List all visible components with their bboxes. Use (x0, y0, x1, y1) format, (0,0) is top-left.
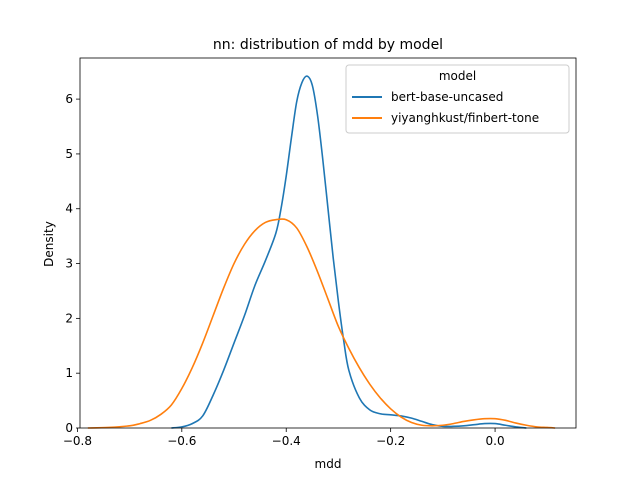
series-line-1 (87, 218, 556, 429)
y-axis-ticks: 0 1 2 3 4 5 6 (65, 92, 80, 435)
x-axis-label: mdd (315, 457, 342, 471)
legend-label-finbert: yiyanghkust/finbert-tone (391, 111, 539, 125)
y-tick-label: 6 (65, 92, 73, 106)
legend: model bert-base-uncased yiyanghkust/finb… (345, 64, 570, 134)
x-tick-label: −0.6 (167, 434, 196, 448)
x-axis-ticks: −0.8 −0.6 −0.4 −0.2 0.0 (63, 428, 505, 448)
legend-label-bert: bert-base-uncased (391, 90, 503, 104)
y-tick-label: 3 (65, 257, 73, 271)
chart-title: nn: distribution of mdd by model (213, 37, 443, 53)
y-tick-label: 1 (65, 366, 73, 380)
x-tick-label: −0.2 (376, 434, 405, 448)
y-tick-label: 0 (65, 421, 73, 435)
y-tick-label: 5 (65, 147, 73, 161)
legend-box (345, 64, 570, 134)
plot-frame (79, 57, 577, 429)
series-lines (87, 75, 556, 429)
legend-title: model (439, 69, 476, 83)
series-line-0 (171, 75, 527, 429)
y-axis-label: Density (42, 221, 56, 267)
y-tick-label: 4 (65, 202, 73, 216)
x-tick-label: −0.4 (272, 434, 301, 448)
x-tick-label: 0.0 (486, 434, 505, 448)
y-tick-label: 2 (65, 311, 73, 325)
x-tick-label: −0.8 (63, 434, 92, 448)
